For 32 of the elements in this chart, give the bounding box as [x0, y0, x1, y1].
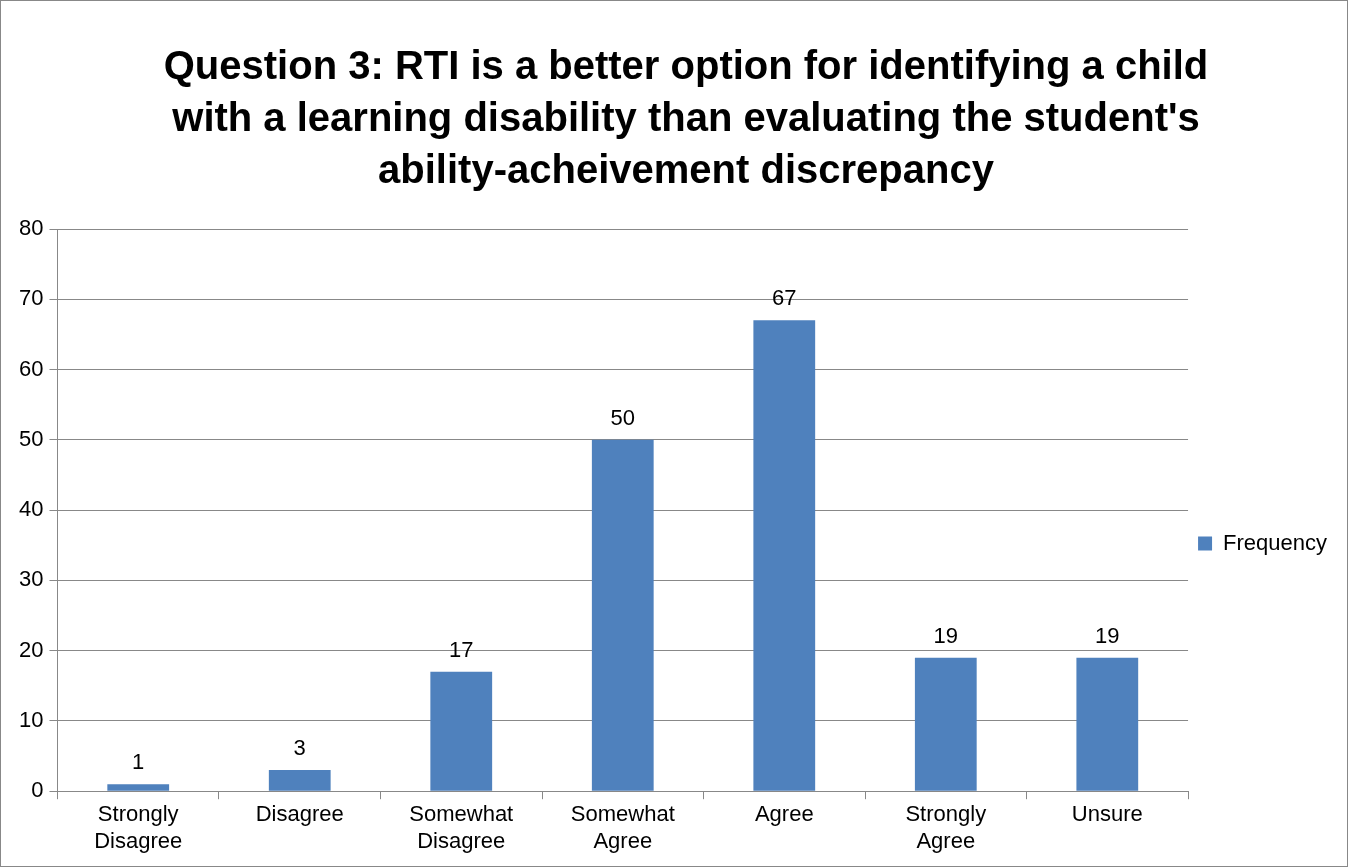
bar [753, 320, 816, 791]
bar [1076, 657, 1139, 791]
bar [591, 439, 654, 791]
y-tick-label: 70 [18, 285, 44, 311]
x-tick-label: Unsure [1071, 801, 1143, 827]
y-tick-label: 50 [18, 425, 44, 451]
y-tick-label: 30 [18, 566, 44, 592]
data-label: 50 [610, 404, 636, 430]
y-tick-label: 60 [18, 355, 44, 381]
x-tick-label: Disagree [255, 801, 344, 827]
bar [268, 770, 331, 791]
x-tick-label: Somewhat Agree [570, 801, 675, 853]
data-label: 67 [772, 285, 797, 311]
x-tick-label: Strongly Agree [905, 801, 987, 853]
data-label: 17 [449, 636, 474, 662]
data-label: 3 [293, 735, 306, 761]
legend-label: Frequency [1223, 529, 1328, 555]
chart-title: Question 3: RTI is a better option for identifying a child with a learning disability than evaluating the student's ability-acheivement discrepancy [162, 42, 1210, 193]
data-label: 1 [132, 749, 145, 775]
data-label: 19 [1095, 622, 1120, 648]
bar [430, 671, 493, 791]
y-tick-label: 40 [18, 496, 44, 522]
y-tick-label: 80 [18, 215, 44, 241]
y-tick-label: 0 [31, 777, 44, 803]
x-tick-label: Somewhat Disagree [409, 801, 514, 853]
bar [914, 657, 977, 791]
x-tick-label: Agree [754, 801, 814, 827]
y-tick-label: 20 [18, 636, 44, 662]
y-tick-label: 10 [18, 706, 44, 732]
x-tick-label: Strongly Disagree [94, 801, 183, 853]
data-label: 19 [933, 622, 959, 648]
bar [107, 784, 170, 791]
